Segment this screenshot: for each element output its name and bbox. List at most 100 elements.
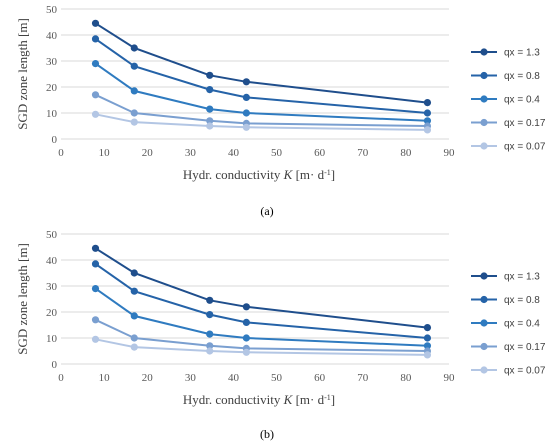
data-point — [91, 19, 100, 27]
legend-label: qx = 1.3 — [504, 48, 540, 59]
data-point — [242, 318, 250, 326]
data-point — [206, 296, 214, 304]
legend-swatch-marker — [480, 71, 488, 80]
figure-caption: (b) — [260, 427, 274, 441]
data-point — [91, 260, 100, 268]
y-tick-label: 50 — [46, 229, 58, 241]
x-tick-label: 90 — [444, 372, 456, 384]
x-tick-label: 50 — [271, 147, 283, 159]
data-point — [242, 78, 250, 86]
series-line — [94, 287, 428, 347]
data-point — [206, 311, 214, 319]
data-point — [423, 334, 432, 342]
y-tick-label: 0 — [52, 134, 58, 146]
data-point — [130, 269, 138, 277]
x-tick-label: 40 — [228, 372, 240, 384]
legend-label: qx = 0.8 — [504, 295, 540, 306]
x-axis-title: Hydr. conductivity K [m· d-1] — [183, 167, 335, 182]
chart-b: 0 10 20 30 40 50 0 10 20 30 40 50 60 70 80 90 SGD zone l… — [15, 229, 546, 441]
data-point — [91, 244, 100, 252]
legend-swatch-marker — [480, 48, 488, 56]
y-axis-title: SGD zone length [m] — [15, 18, 30, 130]
y-tick-label: 0 — [52, 359, 58, 371]
data-point — [130, 343, 138, 351]
data-point — [130, 87, 138, 95]
x-axis-title-close: ] — [331, 167, 335, 182]
legend-label: qx = 0.17 — [504, 342, 546, 353]
data-point — [130, 62, 138, 70]
x-tick-label: 40 — [228, 147, 240, 159]
legend-label: qx = 0.17 — [504, 118, 546, 129]
x-tick-label: 0 — [58, 147, 64, 159]
data-point — [242, 93, 250, 101]
x-tick-label: 80 — [400, 147, 412, 159]
x-tick-label: 10 — [99, 147, 111, 159]
x-axis-title-variable: K — [283, 167, 294, 182]
legend: qx = 1.3 qx = 0.8 qx = 0.4 qx = 0.17 qx = 0.… — [471, 48, 546, 153]
series-line — [95, 338, 428, 356]
x-tick-label: 10 — [99, 372, 111, 384]
series-line — [94, 38, 428, 114]
x-tick-label: 70 — [357, 372, 369, 384]
data-point — [130, 312, 138, 320]
data-point — [130, 109, 138, 117]
data-point — [130, 287, 138, 295]
series-line — [94, 263, 428, 339]
x-axis-title-exponent: -1 — [324, 393, 331, 402]
data-point — [423, 109, 432, 117]
y-tick-label: 20 — [46, 82, 58, 94]
legend-swatch-marker — [480, 142, 488, 150]
x-tick-label: 60 — [314, 372, 326, 384]
data-point — [423, 99, 432, 107]
x-tick-label: 30 — [185, 372, 197, 384]
y-tick-label: 30 — [46, 281, 58, 293]
data-point — [423, 324, 432, 332]
x-axis-title-unit: [m· d — [292, 167, 324, 182]
x-axis-title: Hydr. conductivity K [m· d-1] — [183, 392, 335, 407]
data-point — [206, 330, 214, 338]
x-axis-title-prefix: Hydr. conductivity — [183, 167, 284, 182]
x-tick-label: 30 — [185, 147, 197, 159]
data-point — [130, 44, 138, 52]
legend-swatch-marker — [480, 342, 488, 351]
x-tick-label: 70 — [357, 147, 369, 159]
x-axis-title-close: ] — [331, 392, 335, 407]
y-tick-label: 10 — [46, 333, 58, 345]
data-point — [423, 126, 432, 134]
legend-swatch-marker — [480, 295, 488, 304]
data-point — [242, 109, 250, 117]
data-point — [242, 123, 250, 131]
data-point — [206, 86, 214, 94]
legend-label: qx = 0.4 — [504, 95, 540, 106]
y-tick-label: 10 — [46, 108, 58, 120]
data-point — [91, 316, 100, 324]
x-axis-title-variable: K — [283, 392, 294, 407]
data-point — [206, 347, 214, 355]
legend-swatch-marker — [480, 118, 488, 127]
legend-swatch-marker — [480, 319, 488, 327]
legend-swatch-marker — [480, 272, 488, 280]
x-axis-title-exponent: -1 — [324, 168, 331, 177]
data-point — [130, 118, 138, 126]
legend-label: qx = 0.8 — [504, 71, 540, 82]
data-point — [206, 342, 214, 350]
x-axis-title-unit: [m· d — [292, 392, 324, 407]
legend-label: qx = 0.4 — [504, 319, 540, 330]
y-tick-label: 50 — [46, 4, 58, 16]
legend: qx = 1.3 qx = 0.8 qx = 0.4 qx = 0.17 qx = 0.… — [471, 272, 546, 377]
data-point — [91, 35, 100, 43]
data-point — [206, 117, 214, 125]
data-point — [91, 91, 100, 99]
y-tick-label: 30 — [46, 56, 58, 68]
x-tick-label: 20 — [142, 372, 154, 384]
data-point — [91, 60, 100, 68]
series-line — [94, 62, 428, 122]
figure-caption: (a) — [260, 204, 273, 218]
data-point — [206, 105, 214, 113]
x-tick-label: 80 — [400, 372, 412, 384]
data-point — [423, 342, 432, 350]
data-point — [423, 117, 432, 125]
legend-swatch-marker — [480, 95, 488, 103]
legend-label: qx = 0.07 — [504, 366, 546, 377]
